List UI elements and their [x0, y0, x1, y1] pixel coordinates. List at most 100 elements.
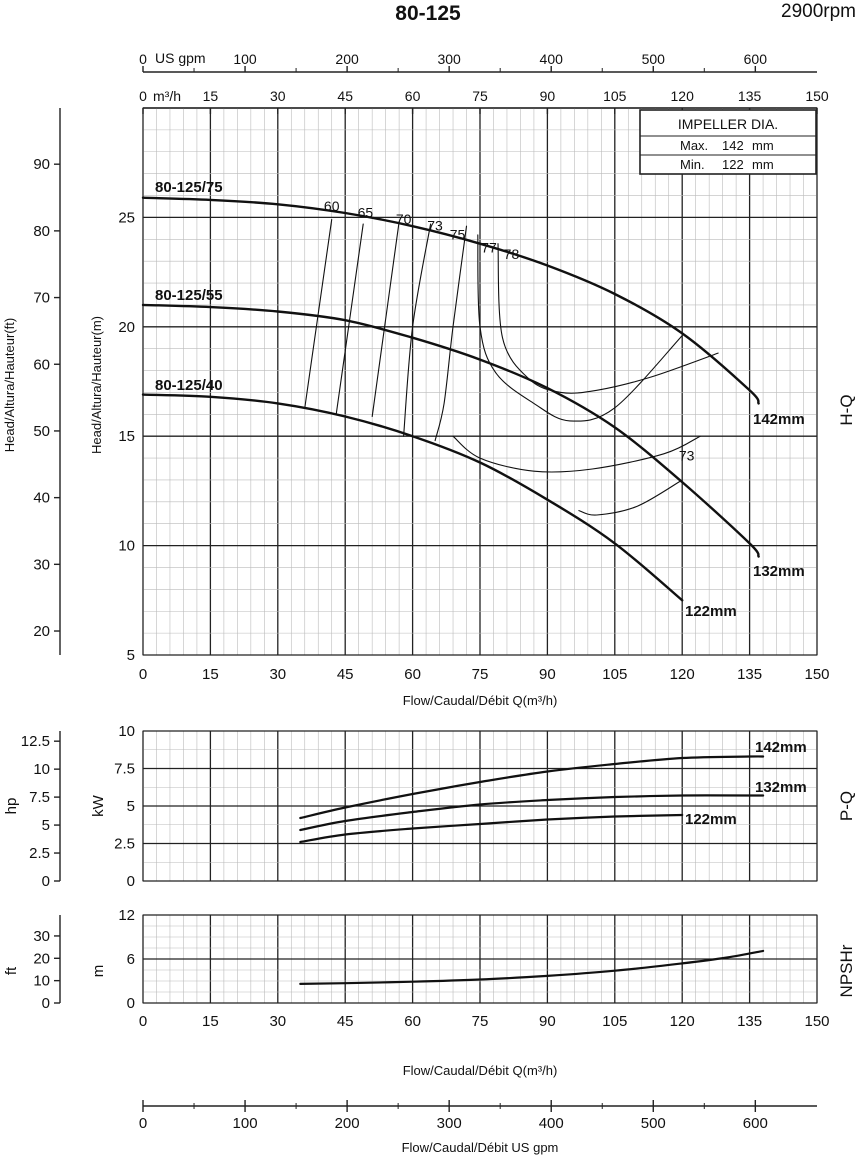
npsh-x-tick-label: 150: [804, 1013, 829, 1030]
hq-m-tick-label: 10: [118, 538, 135, 555]
m3h-top-tick-label: 135: [738, 88, 762, 104]
hq-ft-tick-label: 70: [33, 290, 50, 307]
efficiency-curve: [434, 225, 468, 442]
npsh-ft-tick-label: 0: [42, 995, 50, 1012]
bottom-gpm-tick-label: 0: [139, 1115, 147, 1132]
bottom-gpm-tick-label: 300: [437, 1115, 462, 1132]
pq-kw-tick-label: 2.5: [114, 836, 135, 853]
pq-hp-tick-label: 2.5: [29, 845, 50, 862]
hq-diameter-label: 142mm: [753, 411, 805, 428]
model-title: 80-125: [395, 2, 461, 25]
npsh-ylabel-m: m: [90, 965, 107, 978]
pq-diameter-label: 132mm: [755, 779, 807, 796]
gpm-tick-label: 600: [744, 51, 768, 67]
efficiency-curve: [335, 223, 364, 415]
npsh-x-tick-label: 105: [602, 1013, 627, 1030]
hq-curve-132mm: [141, 303, 760, 558]
pq-diameter-label: 122mm: [685, 811, 737, 828]
hq-curve-142mm: [141, 196, 760, 405]
npsh-m-tick-label: 0: [127, 995, 135, 1012]
plot-frame: [142, 107, 818, 656]
pq-kw-tick-label: 5: [127, 798, 135, 815]
pq-curve-122mm: [299, 813, 684, 844]
pq-hp-tick-label: 10: [33, 761, 50, 778]
impeller-dia-box: [639, 109, 817, 175]
impeller-max-label: Max.: [680, 138, 708, 153]
pump-label: 80-125/40: [155, 377, 223, 394]
m3h-top-tick-label: 30: [270, 88, 286, 104]
gpm-tick-label: 200: [335, 51, 359, 67]
hq-m-tick-label: 20: [118, 319, 135, 336]
bottom-gpm-tick-label: 600: [743, 1115, 768, 1132]
npsh-grid: [142, 914, 818, 1004]
pq-ylabel-kw: kW: [90, 794, 107, 817]
impeller-min-label: Min.: [680, 157, 705, 172]
npsh-x-tick-label: 45: [337, 1013, 354, 1030]
hq-x-tick-label: 75: [472, 666, 489, 683]
hq-ft-tick-label: 60: [33, 356, 50, 373]
npsh-ft-tick-label: 30: [33, 928, 50, 945]
m3h-top-tick-label: 120: [671, 88, 695, 104]
pq-grid: [142, 730, 818, 882]
impeller-box-title: IMPELLER DIA.: [678, 116, 778, 132]
gpm-tick-label: 400: [540, 51, 564, 67]
m3h-top-tick-label: 45: [337, 88, 353, 104]
npsh-ylabel-ft: ft: [3, 966, 20, 975]
hq-x-tick-label: 30: [269, 666, 286, 683]
pq-hp-tick-label: 0: [42, 873, 50, 890]
m3h-top-tick-label: 75: [472, 88, 488, 104]
efficiency-curve: [477, 234, 683, 422]
pq-hp-tick-label: 5: [42, 817, 50, 834]
npsh-x-tick-label: 15: [202, 1013, 219, 1030]
hq-ft-tick-label: 90: [33, 156, 50, 173]
hq-diameter-label: 132mm: [753, 563, 805, 580]
npsh-x-tick-label: 0: [139, 1013, 147, 1030]
impeller-max-unit: mm: [752, 138, 774, 153]
pq-ylabel-hp: hp: [3, 798, 20, 815]
hq-x-tick-label: 105: [602, 666, 627, 683]
hq-x-tick-label: 15: [202, 666, 219, 683]
m3h-top-tick-label: 90: [540, 88, 556, 104]
speed-label: 2900rpm: [781, 1, 856, 22]
m3h-top-tick-label: 60: [405, 88, 421, 104]
hq-ft-tick-label: 40: [33, 490, 50, 507]
pq-diameter-label: 142mm: [755, 739, 807, 756]
bottom-gpm-tick-label: 400: [539, 1115, 564, 1132]
hq-ft-tick-label: 30: [33, 556, 50, 573]
npsh-xlabel: Flow/Caudal/Débit Q(m³/h): [403, 1063, 558, 1078]
efficiency-curve: [403, 223, 432, 437]
bottom-gpm-tick-label: 200: [335, 1115, 360, 1132]
gpm-tick-label: 100: [233, 51, 257, 67]
hq-side-label: H-Q: [837, 394, 856, 425]
npsh-x-tick-label: 120: [670, 1013, 695, 1030]
npsh-m-tick-label: 12: [118, 907, 135, 924]
hq-x-tick-label: 135: [737, 666, 762, 683]
bottom-gpm-tick-label: 500: [641, 1115, 666, 1132]
efficiency-curve: [452, 435, 701, 473]
m3h-top-tick-label: 15: [203, 88, 219, 104]
hq-ylabel-ft: Head/Altura/Hauteur(ft): [2, 318, 17, 452]
hq-ft-tick-label: 50: [33, 423, 50, 440]
gpm-tick-label: 300: [437, 51, 461, 67]
hq-grid: [142, 107, 818, 656]
hq-x-tick-label: 0: [139, 666, 147, 683]
impeller-min-unit: mm: [752, 157, 774, 172]
gpm-xlabel: Flow/Caudal/Débit US gpm: [402, 1140, 559, 1155]
hq-x-tick-label: 120: [670, 666, 695, 683]
npsh-x-tick-label: 90: [539, 1013, 556, 1030]
pq-curve-132mm: [299, 794, 765, 832]
efficiency-curve: [371, 221, 400, 418]
hq-xlabel: Flow/Caudal/Débit Q(m³/h): [403, 693, 558, 708]
bottom-gpm-tick-label: 100: [233, 1115, 258, 1132]
gpm-tick-label: 0: [139, 51, 147, 67]
pq-hp-tick-label: 7.5: [29, 789, 50, 806]
npsh-ft-tick-label: 10: [33, 973, 50, 990]
hq-x-tick-label: 60: [404, 666, 421, 683]
hq-curve-122mm: [141, 393, 684, 602]
hq-ft-tick-label: 80: [33, 223, 50, 240]
gpm-tick-label: 500: [642, 51, 666, 67]
pq-side-label: P-Q: [837, 791, 856, 821]
hq-m-tick-label: 15: [118, 428, 135, 445]
pq-curve-142mm: [299, 755, 765, 820]
